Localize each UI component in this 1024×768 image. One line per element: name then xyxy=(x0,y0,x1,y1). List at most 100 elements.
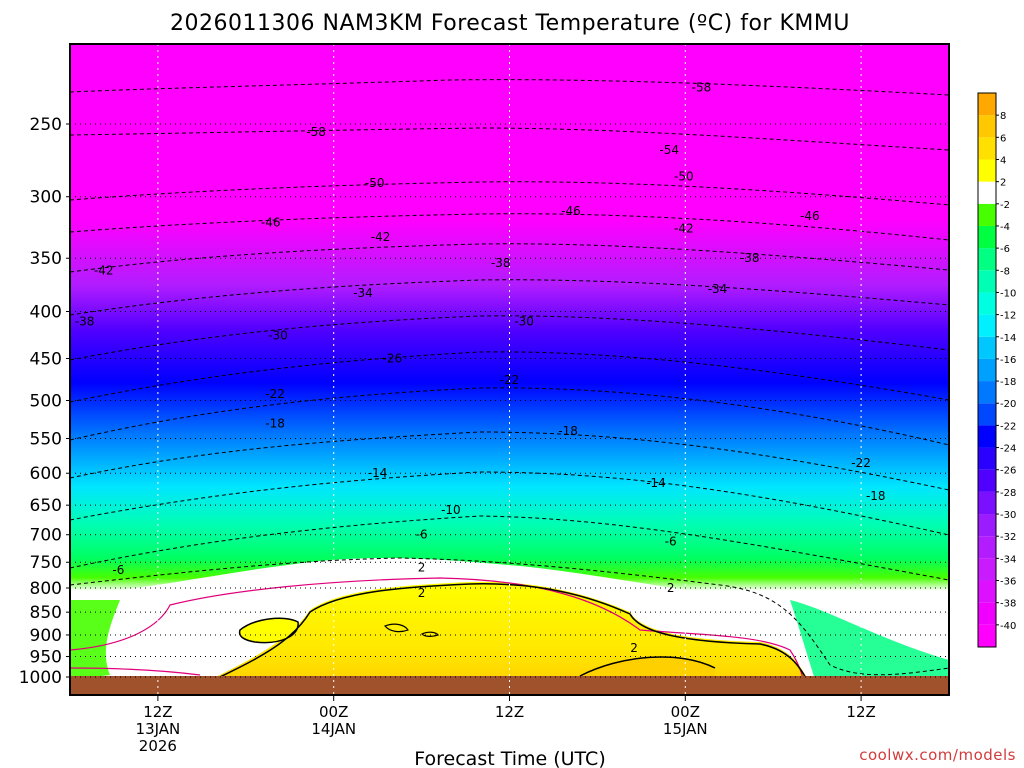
contour-label: -38 xyxy=(75,314,95,328)
x-tick-label: 14JAN xyxy=(311,720,356,738)
colorbar-label: -8 xyxy=(1000,266,1010,277)
colorbar-swatch xyxy=(978,580,996,603)
contour-label: -22 xyxy=(851,456,871,470)
contour-label: -30 xyxy=(268,329,288,343)
y-axis: 250 300 350 400 450 500 550 600 650 700 750 800 850 9… xyxy=(19,115,70,688)
y-tick-label: 600 xyxy=(30,464,62,484)
colorbar-swatch xyxy=(978,115,996,138)
contour-label: 2 xyxy=(630,641,638,655)
contour-label: -50 xyxy=(365,176,385,190)
contour-label: -34 xyxy=(353,286,373,300)
contour-label: -22 xyxy=(500,373,520,387)
contour-label: -18 xyxy=(558,424,578,438)
credit-text: coolwx.com/models xyxy=(859,746,1016,764)
contour-label: -58 xyxy=(306,125,326,139)
contour-label: -10 xyxy=(441,503,461,517)
colorbar-swatch xyxy=(978,93,996,116)
colorbar-label: -16 xyxy=(1000,355,1016,366)
contour-label: 2 xyxy=(418,586,426,600)
colorbar-label: -26 xyxy=(1000,466,1016,477)
contour-label: -6 xyxy=(665,535,677,549)
colorbar-label: -32 xyxy=(1000,532,1016,543)
y-tick-label: 300 xyxy=(30,188,62,208)
contour-label: -42 xyxy=(371,230,391,244)
contour-label: -18 xyxy=(265,417,285,431)
contour-label: -58 xyxy=(692,80,712,94)
x-tick-label: 00Z xyxy=(671,703,700,721)
colorbar-label: -38 xyxy=(1000,599,1016,610)
contour-label: -26 xyxy=(382,351,402,365)
grid-lines xyxy=(70,44,949,695)
colorbar-swatch xyxy=(978,514,996,537)
y-tick-label: 850 xyxy=(30,603,62,623)
colorbar-label: 4 xyxy=(1000,155,1006,166)
y-tick-label: 950 xyxy=(30,648,62,668)
warm-core-small xyxy=(239,618,299,643)
contour-label: -6 xyxy=(416,528,428,542)
y-tick-label: 700 xyxy=(30,526,62,546)
colorbar-label: -2 xyxy=(1000,200,1010,211)
colorbar-swatch xyxy=(978,225,996,249)
x-tick-label: 12Z xyxy=(143,703,172,721)
contour-label: -50 xyxy=(674,169,694,183)
contour-label: -46 xyxy=(561,204,581,218)
colorbar-label: -12 xyxy=(1000,311,1016,322)
colorbar-swatch xyxy=(978,358,996,382)
contour-label: -46 xyxy=(800,209,820,223)
colorbar-label: -14 xyxy=(1000,333,1016,344)
y-tick-label: 350 xyxy=(30,249,62,269)
x-tick-label: 13JAN xyxy=(136,720,181,738)
colorbar-swatch xyxy=(978,403,996,426)
y-tick-label: 400 xyxy=(30,302,62,322)
colorbar-swatch xyxy=(978,602,996,625)
colorbar-swatch xyxy=(978,624,996,647)
contour-label: -18 xyxy=(866,489,886,503)
colorbar-swatch xyxy=(978,248,996,271)
contour-label: -14 xyxy=(646,476,666,490)
colorbar-swatch xyxy=(978,270,996,293)
y-tick-label: 500 xyxy=(30,392,62,412)
y-tick-label: 1000 xyxy=(19,668,62,688)
x-axis-label: Forecast Time (UTC) xyxy=(414,748,605,768)
colorbar-label: -10 xyxy=(1000,288,1016,299)
colorbar-swatch xyxy=(978,447,996,470)
y-tick-label: 550 xyxy=(30,430,62,450)
colorbar-swatch xyxy=(978,314,996,337)
contour-label: -38 xyxy=(740,251,760,265)
contour-label: -22 xyxy=(265,387,285,401)
colorbar-label: 6 xyxy=(1000,133,1006,144)
contour-labels: -58 -58 -54 -50 -50 -46 -46 -46 -42 -42 -42 -38 -38 -… xyxy=(75,80,886,655)
colorbar-label: -40 xyxy=(1000,621,1016,632)
contour-label: -34 xyxy=(708,282,728,296)
x-tick-label: 2026 xyxy=(139,737,177,755)
colorbar-label: -34 xyxy=(1000,554,1016,565)
chart-title: 2026011306 NAM3KM Forecast Temperature (… xyxy=(170,11,850,36)
y-tick-label: 650 xyxy=(30,496,62,516)
colorbar-swatch xyxy=(978,425,996,448)
colorbar-swatch xyxy=(978,292,996,315)
contour-label: -6 xyxy=(112,563,124,577)
colorbar-label: -28 xyxy=(1000,488,1016,499)
colorbar-label: -20 xyxy=(1000,399,1016,410)
x-tick-label: 00Z xyxy=(319,703,348,721)
isotherm-contours xyxy=(70,79,949,676)
y-tick-label: 900 xyxy=(30,626,62,646)
y-tick-label: 250 xyxy=(30,115,62,135)
contour-label: -14 xyxy=(368,466,388,480)
colorbar-swatch xyxy=(978,536,996,559)
colorbar-label: -24 xyxy=(1000,444,1016,455)
colorbar-label: -30 xyxy=(1000,510,1016,521)
cool-fringe-left xyxy=(70,600,120,680)
contour-label: -42 xyxy=(674,222,694,236)
contour-label: -46 xyxy=(261,215,281,229)
colorbar-swatch xyxy=(978,469,996,492)
colorbar-label: -4 xyxy=(1000,222,1010,233)
cool-fringe-right xyxy=(790,600,949,695)
colorbar-frame xyxy=(977,92,997,648)
colorbar-swatch xyxy=(978,159,996,182)
colorbar-swatch xyxy=(978,203,996,226)
ground-surface xyxy=(70,676,949,695)
solid-contours xyxy=(70,577,809,695)
contour-label: -54 xyxy=(659,143,679,157)
